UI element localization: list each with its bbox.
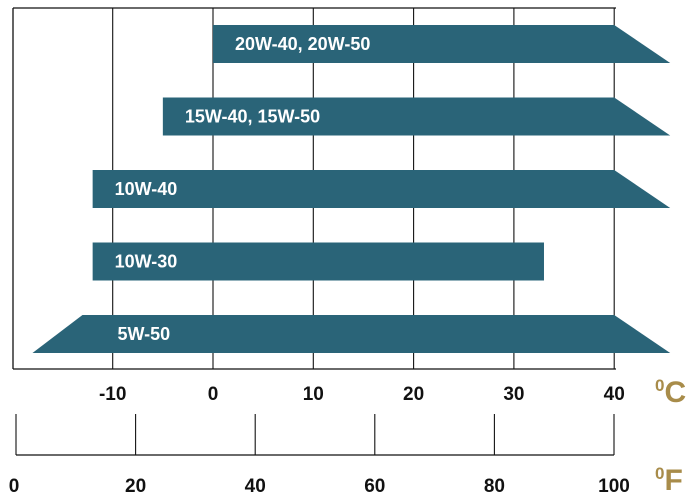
celsius-tick-label: 40 xyxy=(604,384,625,405)
bar-5w-50 xyxy=(32,315,671,353)
bar-label: 15W-40, 15W-50 xyxy=(185,107,320,127)
bar-15w-40-15w-50 xyxy=(162,97,671,136)
celsius-unit-letter: C xyxy=(664,376,686,409)
bar-label: 5W-50 xyxy=(117,324,170,344)
celsius-tick-label: 0 xyxy=(208,384,219,405)
bar-label: 10W-40 xyxy=(115,179,178,199)
fahrenheit-tick-label: 40 xyxy=(245,476,266,495)
viscosity-bars: 20W-40, 20W-50 15W-40, 15W-50 10W-40 10W-30… xyxy=(32,25,671,353)
fahrenheit-tick-label: 60 xyxy=(364,476,385,495)
celsius-tick-label: 30 xyxy=(503,384,524,405)
bar-20w-40-20w-50 xyxy=(213,25,671,63)
fahrenheit-tick-label: 80 xyxy=(484,476,505,495)
bar-10w-40 xyxy=(92,170,671,208)
fahrenheit-tick-label: 100 xyxy=(598,476,630,495)
bar-label: 20W-40, 20W-50 xyxy=(235,34,370,54)
bar-10w-30 xyxy=(92,242,544,281)
celsius-unit-degree: 0 xyxy=(655,376,664,395)
fahrenheit-unit-degree: 0 xyxy=(655,464,664,483)
celsius-tick-label: 20 xyxy=(403,384,424,405)
celsius-tick-label: 10 xyxy=(303,384,324,405)
fahrenheit-unit-label: 0F xyxy=(655,464,683,495)
bar-label: 10W-30 xyxy=(115,252,178,272)
fahrenheit-unit-letter: F xyxy=(664,464,682,495)
fahrenheit-tick-label: 0 xyxy=(9,476,20,495)
celsius-axis: -10 0 10 20 30 40 0C xyxy=(99,376,686,409)
fahrenheit-tick-label: 20 xyxy=(125,476,146,495)
celsius-tick-label: -10 xyxy=(99,384,126,405)
celsius-unit-label: 0C xyxy=(655,376,686,409)
